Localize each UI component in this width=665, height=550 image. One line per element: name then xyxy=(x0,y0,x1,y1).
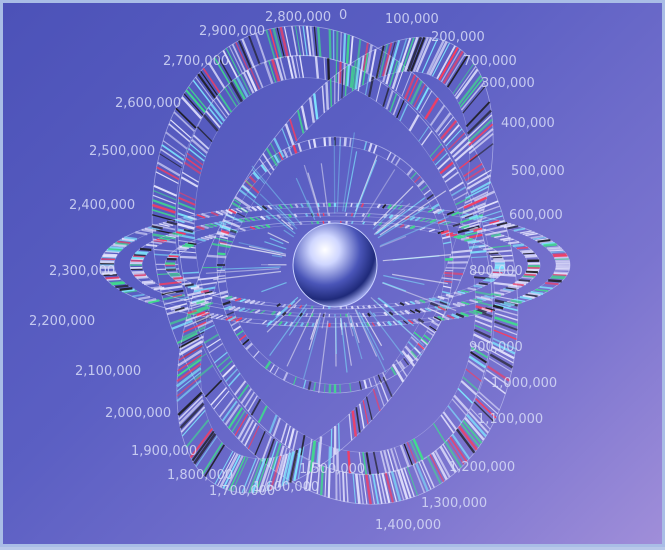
coord-label: 2,700,000 xyxy=(163,54,229,69)
coord-label: 200,000 xyxy=(431,30,485,45)
coord-label: 600,000 xyxy=(509,208,563,223)
coord-label: 500,000 xyxy=(511,164,565,179)
coord-label: 1,200,000 xyxy=(449,460,515,475)
coord-label: 900,000 xyxy=(469,340,523,355)
coord-label: 2,900,000 xyxy=(199,24,265,39)
coord-label: 100,000 xyxy=(385,12,439,27)
coord-label: 2,800,000 xyxy=(265,10,331,25)
coord-label: 700,000 xyxy=(463,54,517,69)
coord-label: 300,000 xyxy=(481,76,535,91)
coord-label: 2,500,000 xyxy=(89,144,155,159)
chrome-sphere xyxy=(293,223,377,307)
coord-label: 1,600,000 xyxy=(253,480,319,495)
coord-label: 1,500,000 xyxy=(299,462,365,477)
coord-label: 1,400,000 xyxy=(375,518,441,533)
coord-label: 2,000,000 xyxy=(105,406,171,421)
coord-label: 1,000,000 xyxy=(491,376,557,391)
coord-label: 1,900,000 xyxy=(131,444,197,459)
coord-label: 1,300,000 xyxy=(421,496,487,511)
coord-label: 2,200,000 xyxy=(29,314,95,329)
coord-label: 1,800,000 xyxy=(167,468,233,483)
genome-rings-diagram: 2,800,000 0 100,000 200,000 700,000 2,90… xyxy=(3,3,665,550)
coord-label: 400,000 xyxy=(501,116,555,131)
coord-label: 2,100,000 xyxy=(75,364,141,379)
coord-label: 800,000 xyxy=(469,264,523,279)
coord-label: 2,400,000 xyxy=(69,198,135,213)
coord-label: 2,600,000 xyxy=(115,96,181,111)
coord-label: 1,100,000 xyxy=(477,412,543,427)
coord-label: 2,300,000 xyxy=(49,264,115,279)
coord-label: 0 xyxy=(339,8,347,23)
